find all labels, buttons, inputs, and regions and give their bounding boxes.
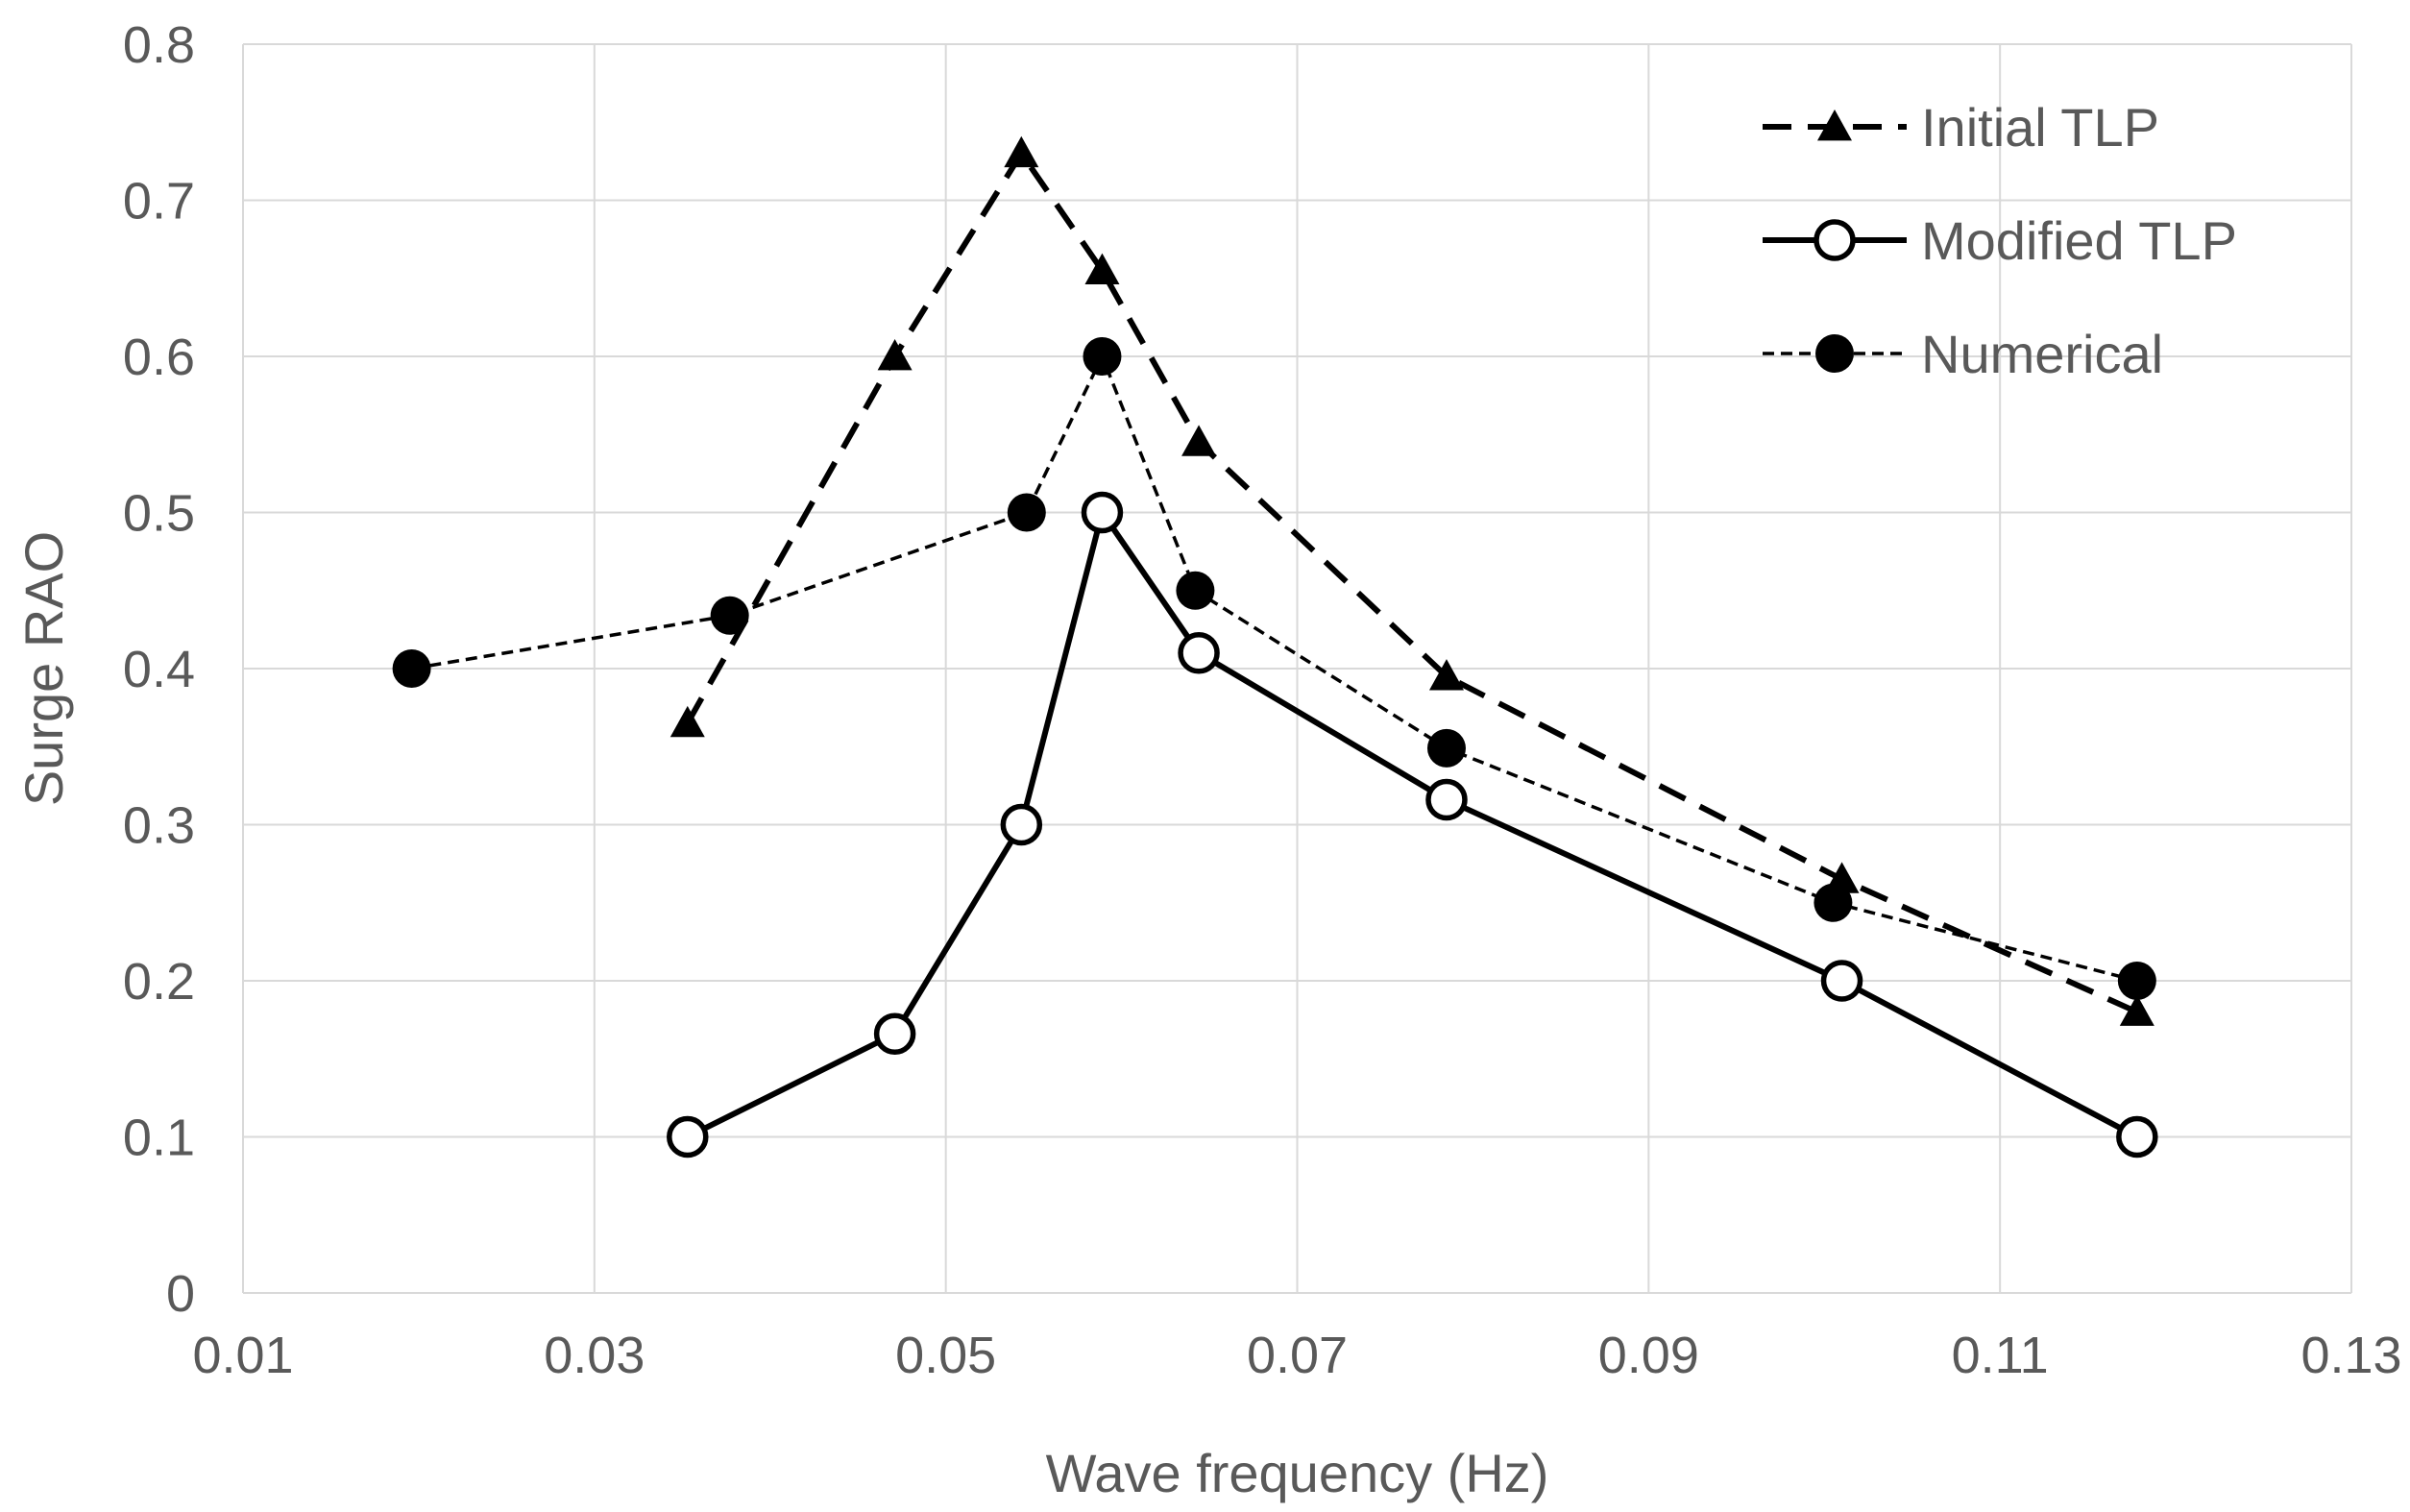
legend-entry-numerical: Numerical bbox=[1763, 324, 2163, 384]
numerical-filled-circle-marker bbox=[1814, 883, 1853, 922]
y-tick-label: 0.7 bbox=[123, 173, 195, 231]
x-tick-label: 0.01 bbox=[192, 1327, 293, 1384]
modified-tlp-open-circle-marker bbox=[2116, 1115, 2158, 1158]
initial-tlp-triangle-marker bbox=[1181, 425, 1217, 456]
modified-tlp-open-circle-marker bbox=[1000, 803, 1043, 846]
y-tick-label: 0.6 bbox=[123, 329, 195, 386]
numerical-filled-circle-marker bbox=[1007, 493, 1046, 532]
x-tick-label: 0.05 bbox=[895, 1327, 996, 1384]
numerical-filled-circle-marker bbox=[1176, 571, 1215, 610]
y-tick-label: 0.1 bbox=[123, 1110, 195, 1167]
initial-tlp-triangle-marker bbox=[1428, 659, 1464, 691]
legend-label-modified-tlp: Modified TLP bbox=[1921, 210, 2237, 271]
numerical-filled-circle-marker bbox=[2117, 962, 2156, 1000]
x-axis-title: Wave frequency (Hz) bbox=[1046, 1443, 1549, 1503]
modified-tlp-open-circle-marker bbox=[667, 1115, 709, 1158]
x-tick-label: 0.03 bbox=[544, 1327, 645, 1384]
legend-numerical-filled-circle-marker bbox=[1815, 334, 1854, 373]
y-tick-label: 0.2 bbox=[123, 953, 195, 1011]
y-tick-label: 0.3 bbox=[123, 797, 195, 855]
legend-entry-initial-tlp: Initial TLP bbox=[1763, 97, 2159, 158]
x-tick-label: 0.07 bbox=[1247, 1327, 1348, 1384]
initial-tlp-line bbox=[685, 150, 2139, 1015]
grid bbox=[242, 43, 2352, 1294]
legend-modified-tlp-open-circle-marker bbox=[1814, 219, 1856, 261]
y-tick-label: 0 bbox=[166, 1265, 195, 1323]
legend-label-numerical: Numerical bbox=[1921, 324, 2163, 384]
numerical-filled-circle-marker bbox=[392, 649, 431, 688]
y-tick-label: 0.4 bbox=[123, 641, 195, 698]
initial-tlp-triangle-marker bbox=[1004, 135, 1039, 168]
numerical-line bbox=[411, 354, 2138, 983]
numerical-filled-circle-marker bbox=[1426, 728, 1466, 768]
modified-tlp-open-circle-marker bbox=[1425, 778, 1468, 821]
x-tick-label: 0.09 bbox=[1598, 1327, 1699, 1384]
legend-label-initial-tlp: Initial TLP bbox=[1921, 97, 2159, 158]
modified-tlp-open-circle-marker bbox=[1178, 632, 1220, 674]
y-axis-title: Surge RAO bbox=[13, 531, 74, 806]
legend: Initial TLP Modified TLP Numerical bbox=[1763, 97, 2237, 384]
x-tick-label: 0.11 bbox=[1952, 1327, 2049, 1384]
legend-entry-modified-tlp: Modified TLP bbox=[1763, 210, 2237, 271]
numerical-series bbox=[392, 337, 2156, 1000]
legend-initial-tlp-triangle-marker bbox=[1817, 110, 1852, 141]
initial-tlp-triangle-marker bbox=[669, 705, 705, 738]
modified-tlp-series bbox=[667, 491, 2158, 1158]
series bbox=[392, 135, 2158, 1158]
y-tick-label: 0.5 bbox=[123, 485, 195, 543]
initial-tlp-series bbox=[669, 135, 2154, 1026]
initial-tlp-triangle-marker bbox=[877, 339, 913, 371]
modified-tlp-open-circle-marker bbox=[873, 1012, 916, 1055]
initial-tlp-triangle-marker bbox=[2119, 994, 2154, 1026]
y-tick-label: 0.8 bbox=[123, 16, 195, 74]
tick-labels: 0 0.1 0.2 0.3 0.4 0.5 0.6 0.7 0.8 0.01 0.03 0.05 0.0… bbox=[123, 16, 2402, 1384]
x-tick-label: 0.13 bbox=[2300, 1327, 2401, 1384]
initial-tlp-triangle-marker bbox=[1084, 253, 1120, 285]
modified-tlp-line bbox=[686, 509, 2139, 1140]
modified-tlp-open-circle-marker bbox=[1820, 960, 1863, 1002]
numerical-filled-circle-marker bbox=[710, 596, 749, 635]
modified-tlp-open-circle-marker bbox=[1081, 491, 1124, 534]
numerical-filled-circle-marker bbox=[1083, 337, 1122, 376]
